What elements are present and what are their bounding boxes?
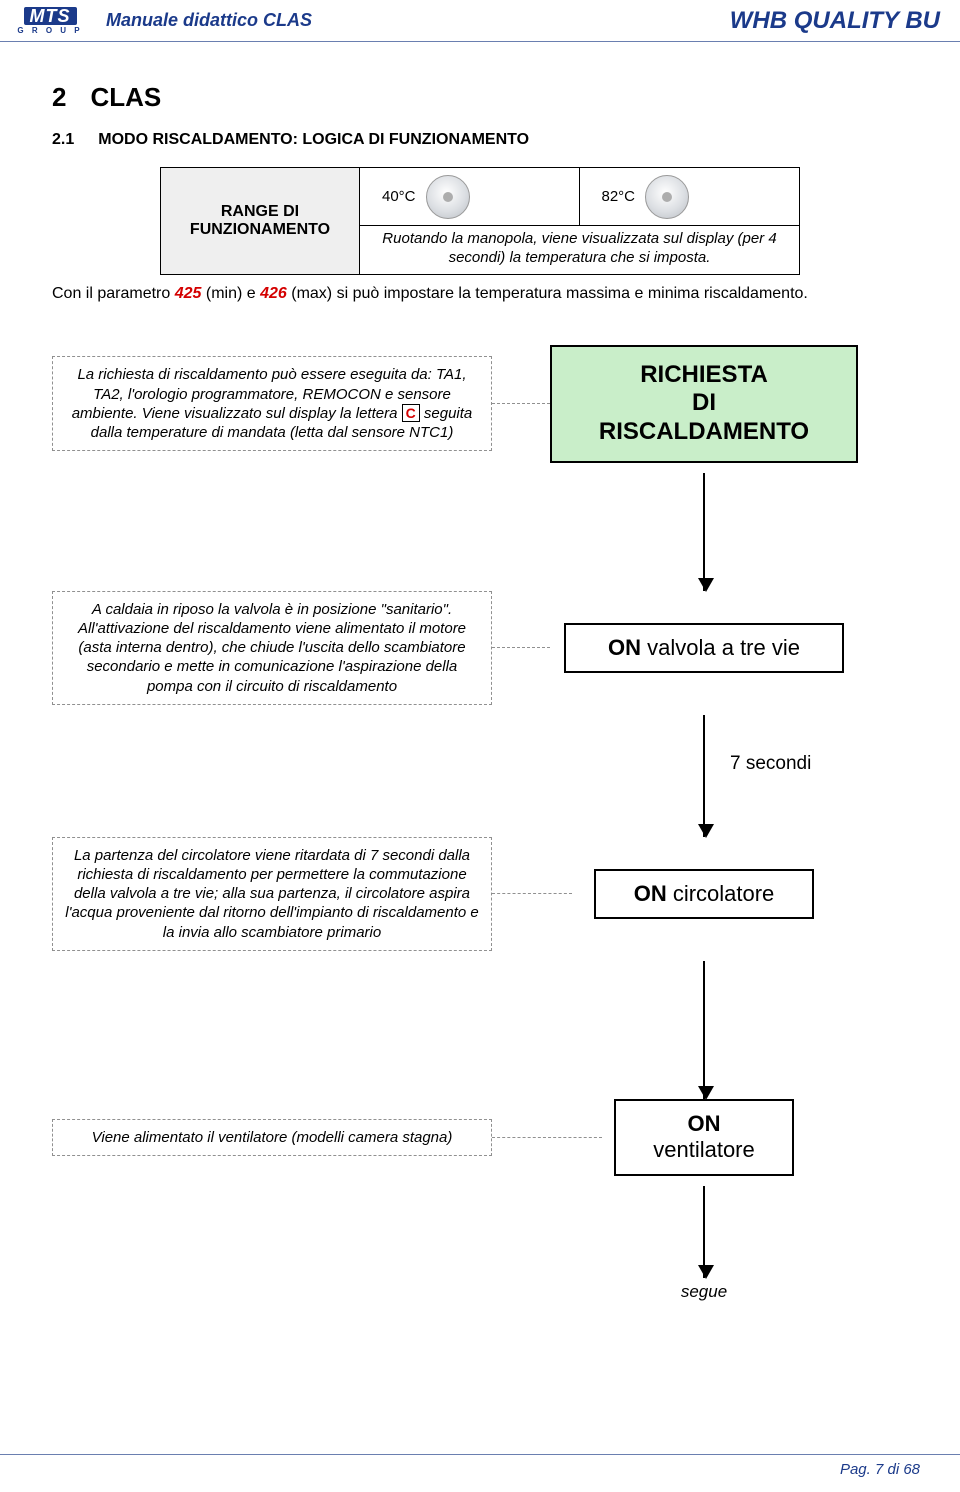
- range-low-cell: 40°C: [360, 168, 580, 226]
- arrow-row: [52, 1186, 908, 1278]
- subsection-title: MODO RISCALDAMENTO: LOGICA DI FUNZIONAME…: [98, 131, 529, 149]
- step-description: La partenza del circolatore viene ritard…: [52, 837, 492, 951]
- segue-row: segue: [52, 1278, 908, 1302]
- knob-icon: [426, 175, 470, 219]
- down-arrow: [703, 473, 705, 591]
- node-line: ON: [632, 1111, 776, 1137]
- segue-label: segue: [550, 1278, 858, 1302]
- c-badge: C: [402, 404, 420, 422]
- range-low-value: 40°C: [382, 188, 416, 205]
- step-description: A caldaia in riposo la valvola è in posi…: [52, 591, 492, 705]
- section-title: CLAS: [90, 82, 161, 113]
- node-valvola: ON valvola a tre vie: [564, 623, 844, 673]
- subsection-number: 2.1: [52, 131, 74, 149]
- connector: [492, 647, 550, 648]
- param-note-text: Con il parametro: [52, 285, 175, 302]
- arrow-row: 7 secondi: [52, 715, 908, 837]
- flow-step-4: Viene alimentato il ventilatore (modelli…: [52, 1099, 908, 1176]
- logo-text: MTS: [24, 7, 77, 25]
- down-arrow: [703, 715, 705, 837]
- logo-subtext: G R O U P: [17, 26, 82, 35]
- step-description: Viene alimentato il ventilatore (modelli…: [52, 1119, 492, 1156]
- range-values: 40°C 82°C Ruotando la manopola, viene vi…: [360, 167, 800, 275]
- param-426: 426: [260, 285, 287, 302]
- knob-icon: [645, 175, 689, 219]
- brand-title: WHB QUALITY BU: [730, 7, 940, 35]
- param-425: 425: [175, 285, 202, 302]
- page-number: Pag. 7 di 68: [840, 1461, 920, 1478]
- node-richiesta: RICHIESTA DI RISCALDAMENTO: [550, 345, 858, 463]
- connector: [492, 893, 572, 894]
- arrow-row: [52, 961, 908, 1099]
- page-footer: Pag. 7 di 68: [0, 1454, 960, 1478]
- logo: MTS G R O U P: [8, 5, 92, 37]
- range-icon-row: 40°C 82°C: [360, 168, 799, 226]
- range-table: RANGE DI FUNZIONAMENTO 40°C 82°C Ruotand…: [160, 167, 800, 275]
- page-header: MTS G R O U P Manuale didattico CLAS WHB…: [0, 0, 960, 42]
- connector: [492, 403, 550, 404]
- down-arrow: [703, 1186, 705, 1278]
- node-ventilatore: ON ventilatore: [614, 1099, 794, 1176]
- node-line: ventilatore: [632, 1137, 776, 1163]
- flow-step-3: La partenza del circolatore viene ritard…: [52, 837, 908, 951]
- flow-step-1: La richiesta di riscaldamento può essere…: [52, 345, 908, 463]
- param-note-text: (max) si può impostare la temperatura ma…: [287, 285, 808, 302]
- node-line: RISCALDAMENTO: [562, 418, 846, 447]
- step-description: La richiesta di riscaldamento può essere…: [52, 356, 492, 451]
- range-high-value: 82°C: [602, 188, 636, 205]
- range-high-cell: 82°C: [580, 168, 800, 226]
- flow-step-2: A caldaia in riposo la valvola è in posi…: [52, 591, 908, 705]
- range-description: Ruotando la manopola, viene visualizzata…: [360, 226, 799, 274]
- node-line: DI: [562, 389, 846, 418]
- arrow-row: [52, 473, 908, 591]
- node-line: RICHIESTA: [562, 361, 846, 390]
- connector: [492, 1137, 602, 1138]
- parameter-note: Con il parametro 425 (min) e 426 (max) s…: [52, 285, 908, 303]
- node-circolatore: ON circolatore: [594, 869, 814, 919]
- param-note-text: (min) e: [201, 285, 260, 302]
- down-arrow: [703, 961, 705, 1099]
- document-title: Manuale didattico CLAS: [106, 10, 312, 31]
- range-label: RANGE DI FUNZIONAMENTO: [160, 167, 360, 275]
- page-content: 2 CLAS 2.1 MODO RISCALDAMENTO: LOGICA DI…: [0, 42, 960, 1302]
- section-heading: 2 CLAS: [52, 82, 908, 113]
- section-number: 2: [52, 82, 66, 113]
- arrow-label: 7 secondi: [730, 753, 811, 775]
- subsection-heading: 2.1 MODO RISCALDAMENTO: LOGICA DI FUNZIO…: [52, 131, 908, 149]
